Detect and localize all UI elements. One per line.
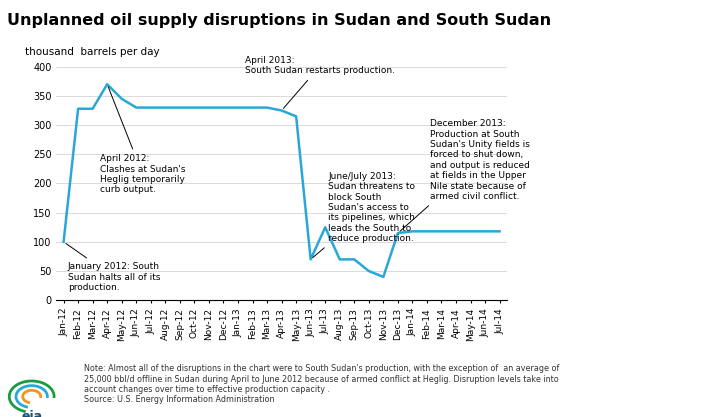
Text: June/July 2013:
Sudan threatens to
block South
Sudan's access to
its pipelines, : June/July 2013: Sudan threatens to block… [313, 172, 415, 258]
Text: January 2012: South
Sudan halts all of its
production.: January 2012: South Sudan halts all of i… [66, 244, 161, 292]
Text: Note: Almost all of the disruptions in the chart were to South Sudan's productio: Note: Almost all of the disruptions in t… [84, 364, 560, 404]
Text: eia: eia [21, 410, 42, 417]
Y-axis label: thousand  barrels per day: thousand barrels per day [25, 48, 159, 58]
Text: April 2013:
South Sudan restarts production.: April 2013: South Sudan restarts product… [245, 56, 395, 108]
Text: April 2012:
Clashes at Sudan's
Heglig temporarily
curb output.: April 2012: Clashes at Sudan's Heglig te… [100, 87, 185, 194]
Text: December 2013:
Production at South
Sudan's Unity fields is
forced to shut down,
: December 2013: Production at South Sudan… [400, 119, 529, 231]
Text: Unplanned oil supply disruptions in Sudan and South Sudan: Unplanned oil supply disruptions in Suda… [7, 13, 551, 28]
